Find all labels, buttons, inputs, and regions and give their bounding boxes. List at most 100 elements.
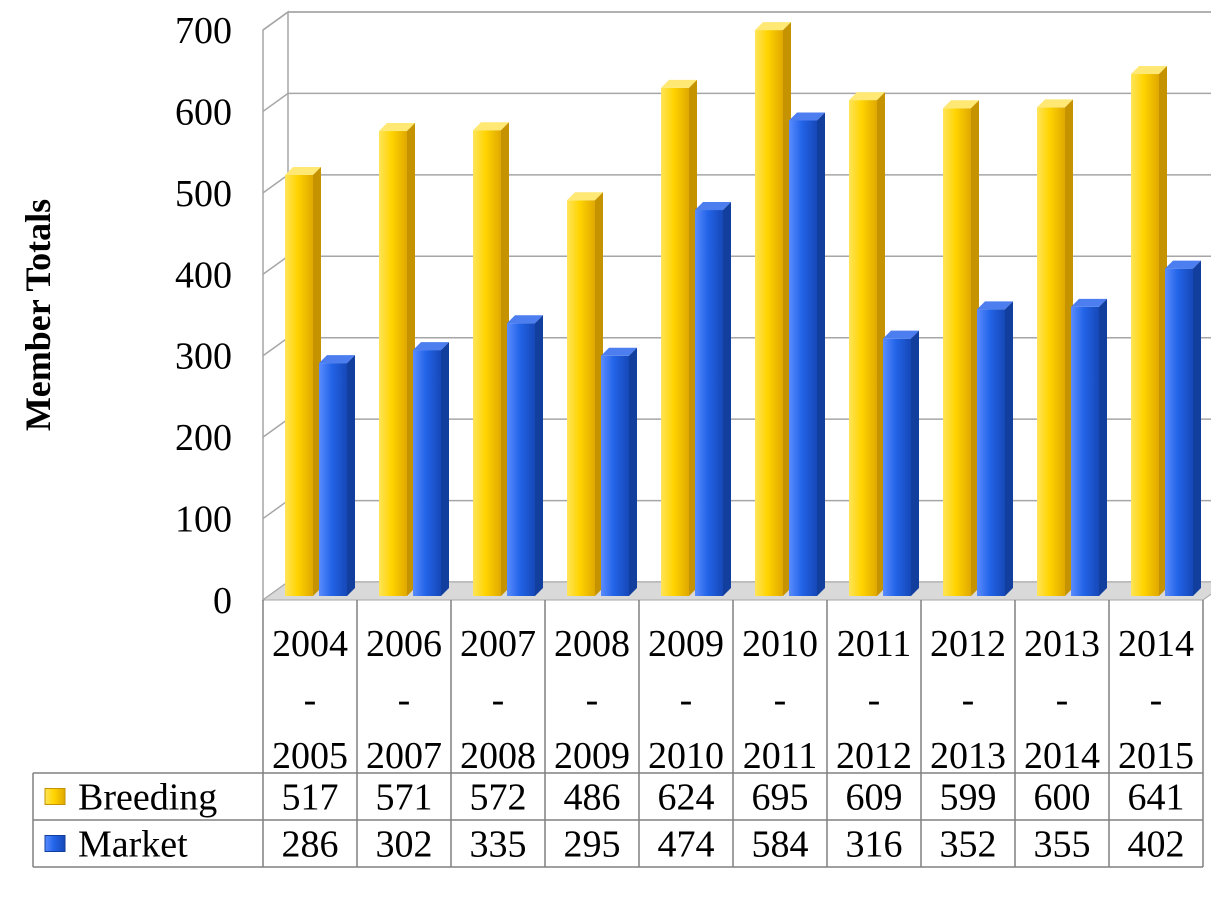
category-label-8-1: - (1056, 679, 1069, 721)
y-tick-label-500: 500 (175, 173, 232, 215)
bars (285, 22, 1201, 597)
table-value-breeding-6: 609 (846, 777, 903, 819)
bar-top (379, 123, 415, 132)
bar-breeding-4 (661, 79, 697, 596)
table-value-market-1: 302 (376, 824, 433, 866)
side-wall (262, 10, 289, 600)
bar-front (1165, 268, 1193, 596)
category-label-6-2: 2012 (836, 735, 912, 777)
bar-market-2 (507, 315, 543, 596)
bar-side (441, 342, 449, 596)
bar-front (849, 100, 877, 596)
bar-top (285, 167, 321, 176)
table-value-market-0: 286 (282, 824, 339, 866)
bar-front (755, 30, 783, 597)
category-label-7-2: 2013 (930, 735, 1006, 777)
bar-top (977, 301, 1013, 310)
bar-market-7 (977, 301, 1013, 596)
bar-top (507, 315, 543, 324)
category-label-1-1: - (398, 679, 411, 721)
bar-side (911, 330, 919, 596)
bar-top (695, 202, 731, 211)
table-value-breeding-1: 571 (376, 777, 433, 819)
bar-top (413, 342, 449, 351)
y-tick-label-0: 0 (213, 580, 232, 622)
category-label-3-2: 2009 (554, 735, 630, 777)
category-label-1-2: 2007 (366, 735, 442, 777)
legend-label-breeding: Breeding (78, 777, 217, 819)
bar-side (347, 355, 355, 596)
y-axis-ticks: 0 100 200 300 400 500 600 700 (175, 10, 232, 622)
category-label-9-0: 2014 (1118, 623, 1194, 665)
bar-breeding-3 (567, 192, 603, 596)
table-value-market-2: 335 (470, 824, 527, 866)
bar-top (789, 112, 825, 121)
legend-label-market: Market (78, 824, 188, 866)
bar-top (1071, 298, 1107, 307)
bar-front (695, 210, 723, 596)
bar-front (507, 323, 535, 596)
bar-top (319, 355, 355, 364)
bar-front (883, 338, 911, 596)
y-tick-label-700: 700 (175, 10, 232, 52)
y-tick-label-100: 100 (175, 499, 232, 541)
bar-top (661, 79, 697, 88)
bar-front (661, 87, 689, 596)
bar-front (413, 350, 441, 596)
table-value-market-6: 316 (846, 824, 903, 866)
category-label-0-0: 2004 (272, 623, 348, 665)
category-label-2-0: 2007 (460, 623, 536, 665)
table-value-breeding-3: 486 (564, 777, 621, 819)
category-label-8-2: 2014 (1024, 735, 1100, 777)
legend-key-market (44, 835, 66, 852)
category-label-8-0: 2013 (1024, 623, 1100, 665)
category-label-3-1: - (586, 679, 599, 721)
category-label-0-1: - (304, 679, 317, 721)
category-label-6-1: - (868, 679, 881, 721)
category-label-5-0: 2010 (742, 623, 818, 665)
category-label-2-2: 2008 (460, 735, 536, 777)
bar-market-3 (601, 347, 637, 596)
category-label-3-0: 2008 (554, 623, 630, 665)
category-label-4-0: 2009 (648, 623, 724, 665)
bar-front (473, 130, 501, 596)
gridline-600 (262, 92, 1211, 113)
bar-side (535, 315, 543, 596)
table-value-breeding-5: 695 (752, 777, 809, 819)
table-value-market-4: 474 (658, 824, 715, 866)
category-label-4-1: - (680, 679, 693, 721)
bar-front (977, 309, 1005, 596)
bar-front (601, 355, 629, 596)
bar-front (319, 363, 347, 596)
bar-front (567, 200, 595, 596)
bar-breeding-6 (849, 92, 885, 596)
category-label-9-1: - (1150, 679, 1163, 721)
table-value-market-7: 352 (940, 824, 997, 866)
table-value-market-5: 584 (752, 824, 809, 866)
category-label-2-1: - (492, 679, 505, 721)
bar-market-9 (1165, 260, 1201, 596)
bar-front (1131, 74, 1159, 597)
y-tick-label-400: 400 (175, 254, 232, 296)
bar-breeding-8 (1037, 99, 1073, 596)
bar-top (755, 22, 791, 31)
category-label-7-1: - (962, 679, 975, 721)
table-value-market-8: 355 (1034, 824, 1091, 866)
table-value-breeding-9: 641 (1128, 777, 1185, 819)
bar-side (817, 112, 825, 596)
legend-key-breeding (44, 788, 66, 805)
table-value-market-3: 295 (564, 824, 621, 866)
bar-market-4 (695, 202, 731, 596)
bar-side (1099, 298, 1107, 596)
category-label-5-1: - (774, 679, 787, 721)
category-labels: 2004 - 2005 2006 - 2007 2007 - 2008 2008 - 2009 2009… (262, 600, 1204, 777)
bar-top (883, 330, 919, 339)
bar-top (1165, 260, 1201, 269)
bar-market-6 (883, 330, 919, 596)
bar-market-1 (413, 342, 449, 596)
bar-side (1193, 260, 1201, 596)
bar-breeding-5 (755, 22, 791, 597)
bar-top (473, 122, 509, 131)
category-label-9-2: 2015 (1118, 735, 1194, 777)
data-table: Breeding 517 571 572 486 624 695 609 599 600 641 Ma… (32, 772, 1204, 868)
